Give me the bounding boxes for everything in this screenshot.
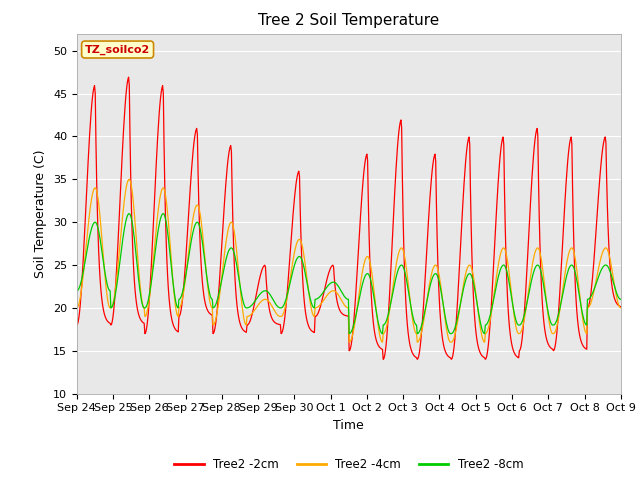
Tree2 -8cm <box>346 331 353 336</box>
Tree2 -2cm <box>285 268 292 274</box>
Tree2 -2cm <box>406 343 414 348</box>
Tree2 -4cm <box>617 305 625 311</box>
Tree2 -2cm <box>264 300 272 305</box>
Text: TZ_soilco2: TZ_soilco2 <box>85 44 150 55</box>
Tree2 -4cm <box>138 294 145 300</box>
Tree2 -8cm <box>617 297 625 302</box>
Title: Tree 2 Soil Temperature: Tree 2 Soil Temperature <box>258 13 440 28</box>
Tree2 -8cm <box>264 289 272 295</box>
Tree2 -4cm <box>73 305 81 311</box>
Tree2 -4cm <box>346 339 353 345</box>
Line: Tree2 -8cm: Tree2 -8cm <box>77 214 621 334</box>
Line: Tree2 -4cm: Tree2 -4cm <box>77 180 621 342</box>
Tree2 -4cm <box>437 282 445 288</box>
Tree2 -8cm <box>138 297 145 303</box>
Tree2 -4cm <box>125 177 133 182</box>
Tree2 -8cm <box>285 285 292 291</box>
Tree2 -2cm <box>437 319 445 324</box>
Tree2 -4cm <box>237 297 245 302</box>
Tree2 -8cm <box>125 211 133 216</box>
Tree2 -8cm <box>237 290 245 296</box>
Tree2 -2cm <box>380 357 387 362</box>
Tree2 -4cm <box>406 298 414 303</box>
Tree2 -2cm <box>125 74 132 80</box>
Tree2 -2cm <box>237 324 245 330</box>
Tree2 -4cm <box>264 298 272 304</box>
Tree2 -8cm <box>406 299 414 305</box>
Tree2 -2cm <box>617 304 625 310</box>
Legend: Tree2 -2cm, Tree2 -4cm, Tree2 -8cm: Tree2 -2cm, Tree2 -4cm, Tree2 -8cm <box>170 454 528 476</box>
Tree2 -8cm <box>73 288 81 294</box>
Y-axis label: Soil Temperature (C): Soil Temperature (C) <box>35 149 47 278</box>
Tree2 -2cm <box>138 318 145 324</box>
Tree2 -8cm <box>437 286 445 292</box>
Tree2 -2cm <box>73 322 81 328</box>
Tree2 -4cm <box>285 284 292 290</box>
Line: Tree2 -2cm: Tree2 -2cm <box>77 77 621 360</box>
X-axis label: Time: Time <box>333 419 364 432</box>
